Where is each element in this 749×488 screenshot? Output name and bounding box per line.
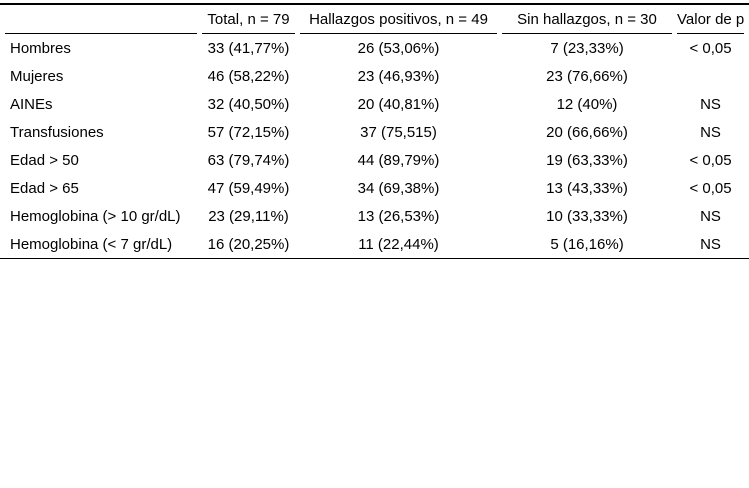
row-label: Hemoglobina (> 10 gr/dL) <box>10 207 181 225</box>
col-header-total: Total, n = 79 <box>202 5 295 34</box>
cell-sin: 23 (76,66%) <box>546 67 628 85</box>
cell-total: 46 (58,22%) <box>207 67 290 85</box>
cell-sin: 20 (66,66%) <box>546 123 628 141</box>
cell-total: 16 (20,25%) <box>207 235 290 253</box>
cell-p <box>677 62 744 90</box>
col-header-empty <box>5 5 197 34</box>
cell-total: 57 (72,15%) <box>207 123 290 141</box>
table-row-hemoglobina-10: Hemoglobina (> 10 gr/dL) 23 (29,11%) 13 … <box>5 202 744 230</box>
table-top-rule <box>0 3 749 5</box>
cell-p: NS <box>700 95 721 113</box>
cell-p: NS <box>700 207 721 225</box>
cell-total: 47 (59,49%) <box>207 179 290 197</box>
cell-sin: 19 (63,33%) <box>546 151 628 169</box>
col-header-hallazgos-positivos: Hallazgos positivos, n = 49 <box>300 5 497 34</box>
cell-p: < 0,05 <box>689 151 732 169</box>
cell-positivos: 20 (40,81%) <box>357 95 440 113</box>
cell-p: NS <box>700 123 721 141</box>
row-label: Edad > 50 <box>10 151 79 169</box>
paper-table-page: Total, n = 79 Hallazgos positivos, n = 4… <box>0 3 749 488</box>
table-row-hombres: Hombres 33 (41,77%) 26 (53,06%) 7 (23,33… <box>5 34 744 62</box>
table-row-mujeres: Mujeres 46 (58,22%) 23 (46,93%) 23 (76,6… <box>5 62 744 90</box>
table-row-edad-65: Edad > 65 47 (59,49%) 34 (69,38%) 13 (43… <box>5 174 744 202</box>
table-header: Total, n = 79 Hallazgos positivos, n = 4… <box>5 5 744 34</box>
cell-p: < 0,05 <box>689 39 732 57</box>
cell-positivos: 44 (89,79%) <box>357 151 440 169</box>
table-row-hemoglobina-7: Hemoglobina (< 7 gr/dL) 16 (20,25%) 11 (… <box>5 230 744 258</box>
cell-total: 32 (40,50%) <box>207 95 290 113</box>
table-row-aines: AINEs 32 (40,50%) 20 (40,81%) 12 (40%) N… <box>5 90 744 118</box>
table-bottom-rule <box>0 258 749 259</box>
cell-sin: 10 (33,33%) <box>546 207 628 225</box>
cell-positivos: 37 (75,515) <box>360 123 437 141</box>
row-label: AINEs <box>10 95 53 113</box>
cell-sin: 5 (16,16%) <box>550 235 624 253</box>
cell-sin: 12 (40%) <box>556 95 618 113</box>
table-row-edad-50: Edad > 50 63 (79,74%) 44 (89,79%) 19 (63… <box>5 146 744 174</box>
row-label: Transfusiones <box>10 123 104 141</box>
cell-total: 33 (41,77%) <box>207 39 290 57</box>
cell-positivos: 34 (69,38%) <box>357 179 440 197</box>
cell-positivos: 11 (22,44%) <box>358 235 439 253</box>
clinical-stats-table: Total, n = 79 Hallazgos positivos, n = 4… <box>0 5 749 258</box>
cell-positivos: 23 (46,93%) <box>357 67 440 85</box>
cell-sin: 13 (43,33%) <box>546 179 628 197</box>
header-row: Total, n = 79 Hallazgos positivos, n = 4… <box>5 5 744 34</box>
cell-positivos: 13 (26,53%) <box>357 207 440 225</box>
col-header-sin-hallazgos: Sin hallazgos, n = 30 <box>502 5 672 34</box>
cell-p: NS <box>700 235 721 253</box>
table-body: Hombres 33 (41,77%) 26 (53,06%) 7 (23,33… <box>5 34 744 258</box>
row-label: Mujeres <box>10 67 64 85</box>
cell-p: < 0,05 <box>689 179 732 197</box>
row-label: Hombres <box>10 39 71 57</box>
cell-sin: 7 (23,33%) <box>550 39 624 57</box>
cell-total: 63 (79,74%) <box>207 151 290 169</box>
col-header-valor-de-p: Valor de p <box>677 5 744 34</box>
cell-total: 23 (29,11%) <box>208 207 289 225</box>
row-label: Hemoglobina (< 7 gr/dL) <box>10 235 173 253</box>
cell-positivos: 26 (53,06%) <box>357 39 440 57</box>
row-label: Edad > 65 <box>10 179 79 197</box>
table-row-transfusiones: Transfusiones 57 (72,15%) 37 (75,515) 20… <box>5 118 744 146</box>
